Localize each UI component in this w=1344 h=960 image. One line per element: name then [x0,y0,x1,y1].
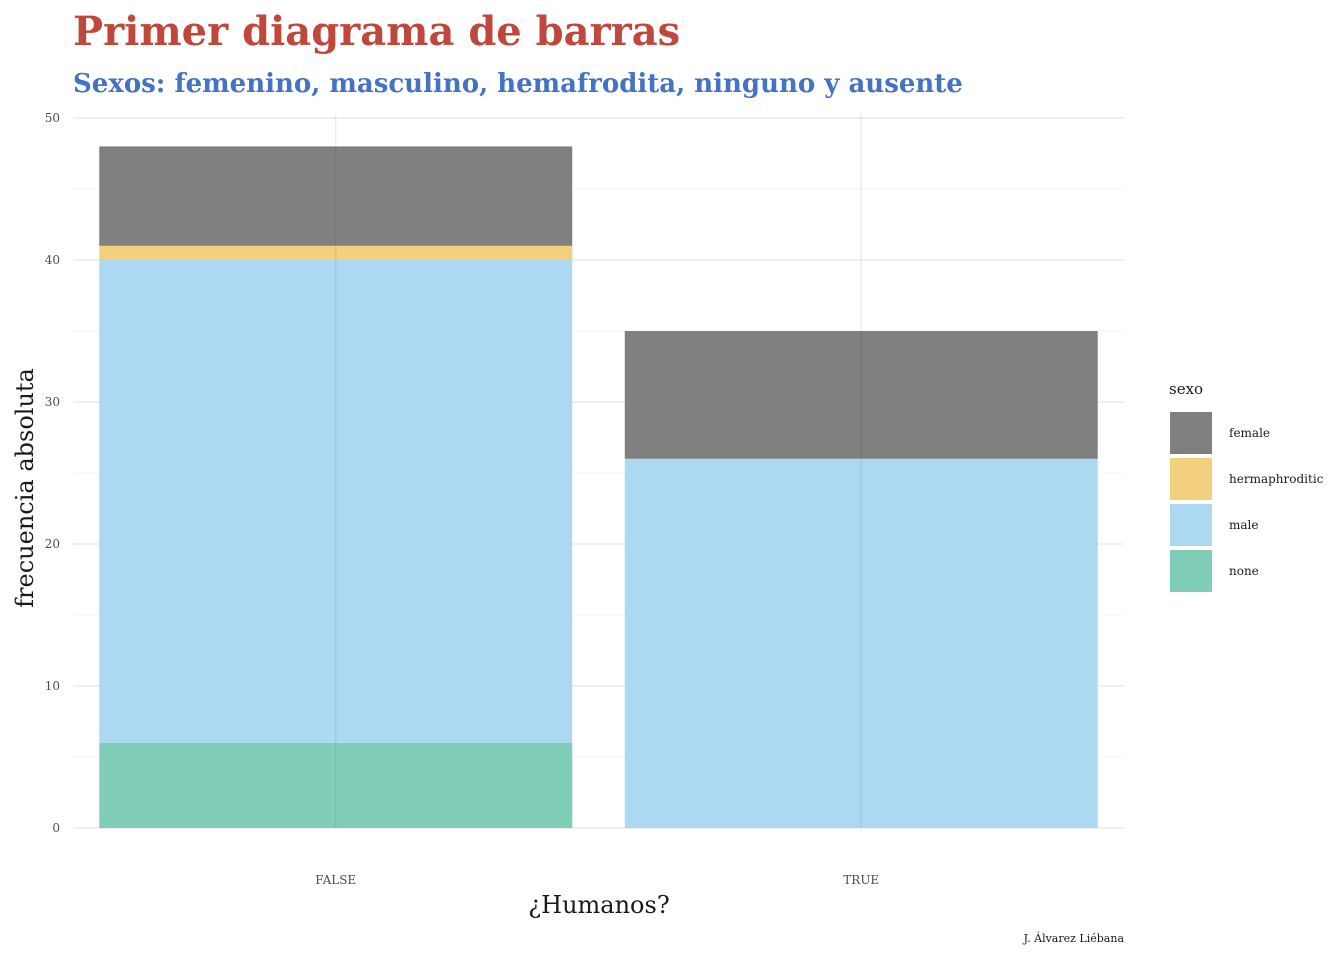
bar-false-male [99,260,573,743]
caption: J. Álvarez Liébana [1023,931,1125,945]
legend-label-male: male [1229,518,1258,532]
bar-false-hermaphroditic [99,245,573,260]
y-tick-label: 30 [45,395,60,409]
legend-key-hermaphroditic [1170,458,1212,500]
bar-true-female [624,331,1098,459]
bars [99,146,1098,828]
vertical-gridlines [335,114,862,828]
legend-key-male [1170,504,1212,546]
legend-title: sexo [1169,380,1203,398]
legend-key-female [1170,412,1212,454]
y-axis-ticks: 0 10 20 30 40 50 [45,111,60,835]
legend-label-hermaphroditic: hermaphroditic [1229,472,1324,486]
x-tick-label: TRUE [843,873,879,887]
legend-label-none: none [1229,564,1259,578]
chart-subtitle: Sexos: femenino, masculino, hemafrodita,… [73,69,963,99]
y-tick-label: 20 [45,537,60,551]
y-tick-label: 50 [45,111,60,125]
bar-true-male [624,458,1098,828]
legend-key-none [1170,550,1212,592]
x-tick-label: FALSE [315,873,356,887]
y-tick-label: 0 [52,821,60,835]
chart-title: Primer diagrama de barras [73,8,680,55]
y-tick-label: 10 [45,679,60,693]
x-axis-ticks: FALSE TRUE [315,873,879,887]
legend: sexo female hermaphroditic male none [1169,380,1324,592]
x-axis-title: ¿Humanos? [528,891,669,919]
bar-false-female [99,146,573,246]
legend-label-female: female [1229,426,1270,440]
y-tick-label: 40 [45,253,60,267]
y-axis-title: frecuencia absoluta [11,368,39,608]
bar-false-none [99,742,573,828]
